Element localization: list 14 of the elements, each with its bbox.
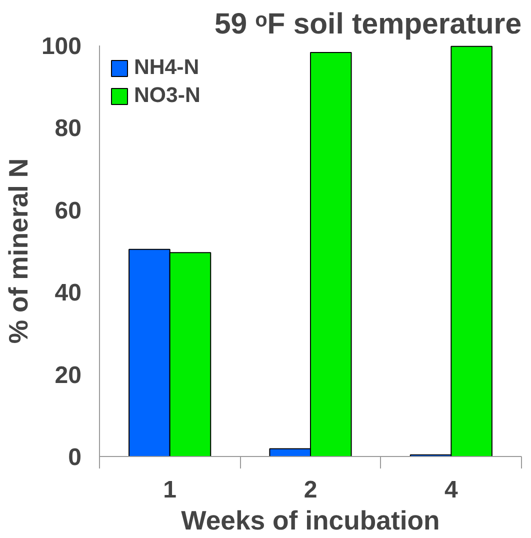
legend-label: NO3-N	[134, 83, 200, 108]
y-tick-label: 0	[68, 444, 82, 471]
y-tick-label: 20	[54, 362, 82, 389]
y-tick-label: 100	[41, 33, 82, 60]
legend-label: NH4-N	[134, 55, 200, 80]
y-axis-title: % of mineral N	[3, 158, 34, 344]
y-tick-label: 60	[54, 197, 82, 224]
y-tick-label: 40	[54, 280, 82, 307]
chart-title: 59 ᵒF soil temperature	[214, 8, 522, 40]
x-tick-label: 4	[444, 476, 458, 504]
x-tick-label: 2	[304, 476, 318, 504]
y-tick-label: 80	[54, 115, 82, 142]
x-axis-title: Weeks of incubation	[181, 506, 440, 536]
x-tick-label: 1	[163, 476, 177, 504]
